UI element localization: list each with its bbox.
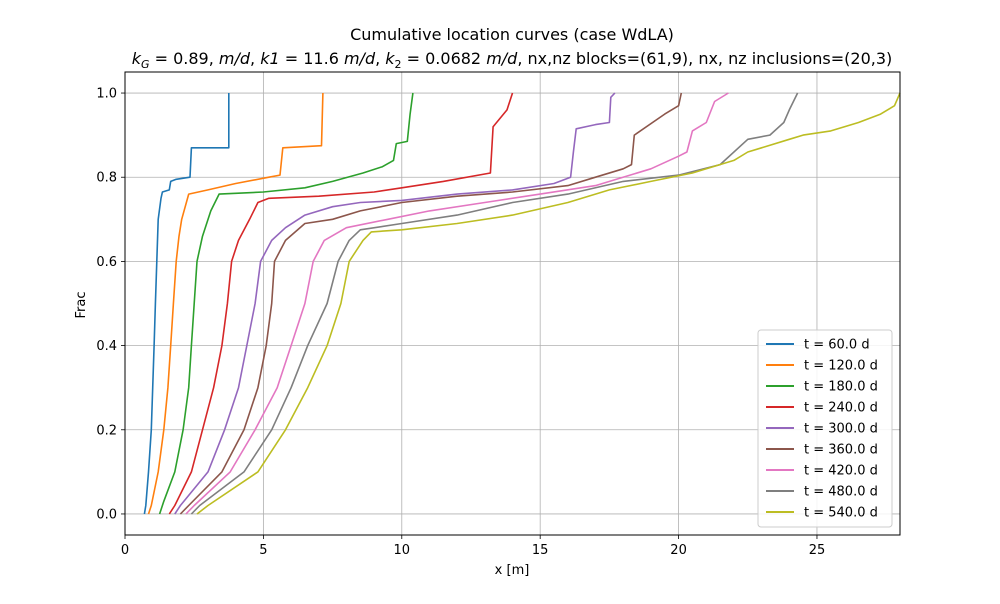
- x-tick-label: 20: [670, 543, 687, 558]
- y-axis-ticks: 0.0 0.2 0.4 0.6 0.8 1.0: [96, 87, 125, 522]
- series-line-5: [174, 92, 616, 515]
- x-axis-label: x [m]: [495, 563, 530, 578]
- y-axis-label: Frac: [74, 292, 89, 319]
- series-line-6: [179, 92, 683, 515]
- series-line-2: [147, 92, 324, 515]
- y-tick-label: 0.6: [96, 255, 117, 270]
- y-tick-label: 0.4: [96, 339, 117, 354]
- chart-subtitle: kG = 0.89, m/d, k1 = 11.6 m/d, k2 = 0.06…: [132, 49, 893, 71]
- series-lines: [143, 92, 901, 515]
- chart-title: Cumulative location curves (case WdLA): [350, 25, 674, 44]
- legend-label: t = 240.0 d: [804, 401, 878, 416]
- y-tick-label: 1.0: [96, 87, 117, 102]
- x-tick-label: 25: [809, 543, 826, 558]
- series-line-8: [190, 92, 799, 515]
- x-tick-label: 0: [121, 543, 129, 558]
- series-line-9: [196, 92, 901, 515]
- series-line-3: [158, 92, 414, 515]
- y-tick-label: 0.8: [96, 171, 117, 186]
- series-line-1: [143, 93, 230, 515]
- legend-label: t = 60.0 d: [804, 338, 870, 353]
- legend-label: t = 360.0 d: [804, 443, 878, 458]
- y-tick-label: 0.0: [96, 507, 117, 522]
- x-tick-label: 15: [532, 543, 549, 558]
- x-tick-label: 5: [259, 543, 267, 558]
- series-line-4: [168, 92, 514, 515]
- x-axis-ticks: 0 5 10 15 20 25: [121, 535, 825, 558]
- y-tick-label: 0.2: [96, 423, 117, 438]
- legend-label: t = 120.0 d: [804, 359, 878, 374]
- legend: t = 60.0 d t = 120.0 d t = 180.0 d t = 240.…: [757, 329, 893, 528]
- legend-label: t = 540.0 d: [804, 506, 878, 521]
- legend-label: t = 300.0 d: [804, 422, 878, 437]
- series-line-7: [185, 92, 729, 515]
- plot-area-frame: [124, 71, 901, 536]
- legend-label: t = 480.0 d: [804, 485, 878, 500]
- legend-label: t = 420.0 d: [804, 464, 878, 479]
- x-tick-label: 10: [394, 543, 411, 558]
- legend-box: [757, 329, 893, 528]
- legend-label: t = 180.0 d: [804, 380, 878, 395]
